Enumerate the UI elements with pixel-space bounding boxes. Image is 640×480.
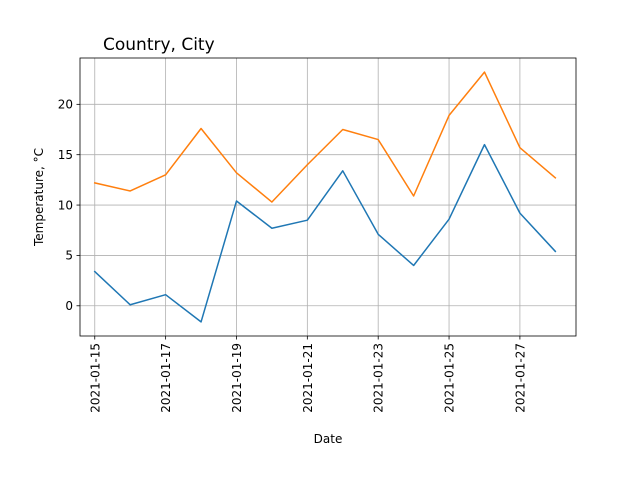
x-axis-label: Date — [314, 432, 343, 446]
x-tick-label: 2021-01-15 — [88, 343, 102, 413]
x-tick-label: 2021-01-19 — [230, 343, 244, 413]
y-tick-label: 15 — [58, 148, 73, 162]
series-line-2 — [93, 71, 557, 203]
y-axis-label: Temperature, °C — [32, 148, 46, 247]
plot-frame — [79, 57, 577, 337]
y-tick-label: 20 — [58, 98, 73, 112]
series-layer — [93, 71, 557, 323]
y-tick-label: 10 — [58, 198, 73, 212]
y-tick-label: 0 — [65, 299, 73, 313]
x-tick-label: 2021-01-25 — [443, 343, 457, 413]
axis-ticks: 2021-01-15 2021-01-17 2021-01-19 2021-01-21… — [58, 98, 528, 413]
x-tick-label: 2021-01-23 — [372, 343, 386, 413]
grid — [80, 58, 576, 336]
x-tick-label: 2021-01-21 — [301, 343, 315, 413]
chart-title: Country, City — [103, 35, 215, 55]
x-tick-label: 2021-01-27 — [513, 343, 527, 413]
y-tick-label: 5 — [65, 249, 73, 263]
series-line-1 — [93, 143, 557, 323]
x-tick-label: 2021-01-17 — [159, 343, 173, 413]
